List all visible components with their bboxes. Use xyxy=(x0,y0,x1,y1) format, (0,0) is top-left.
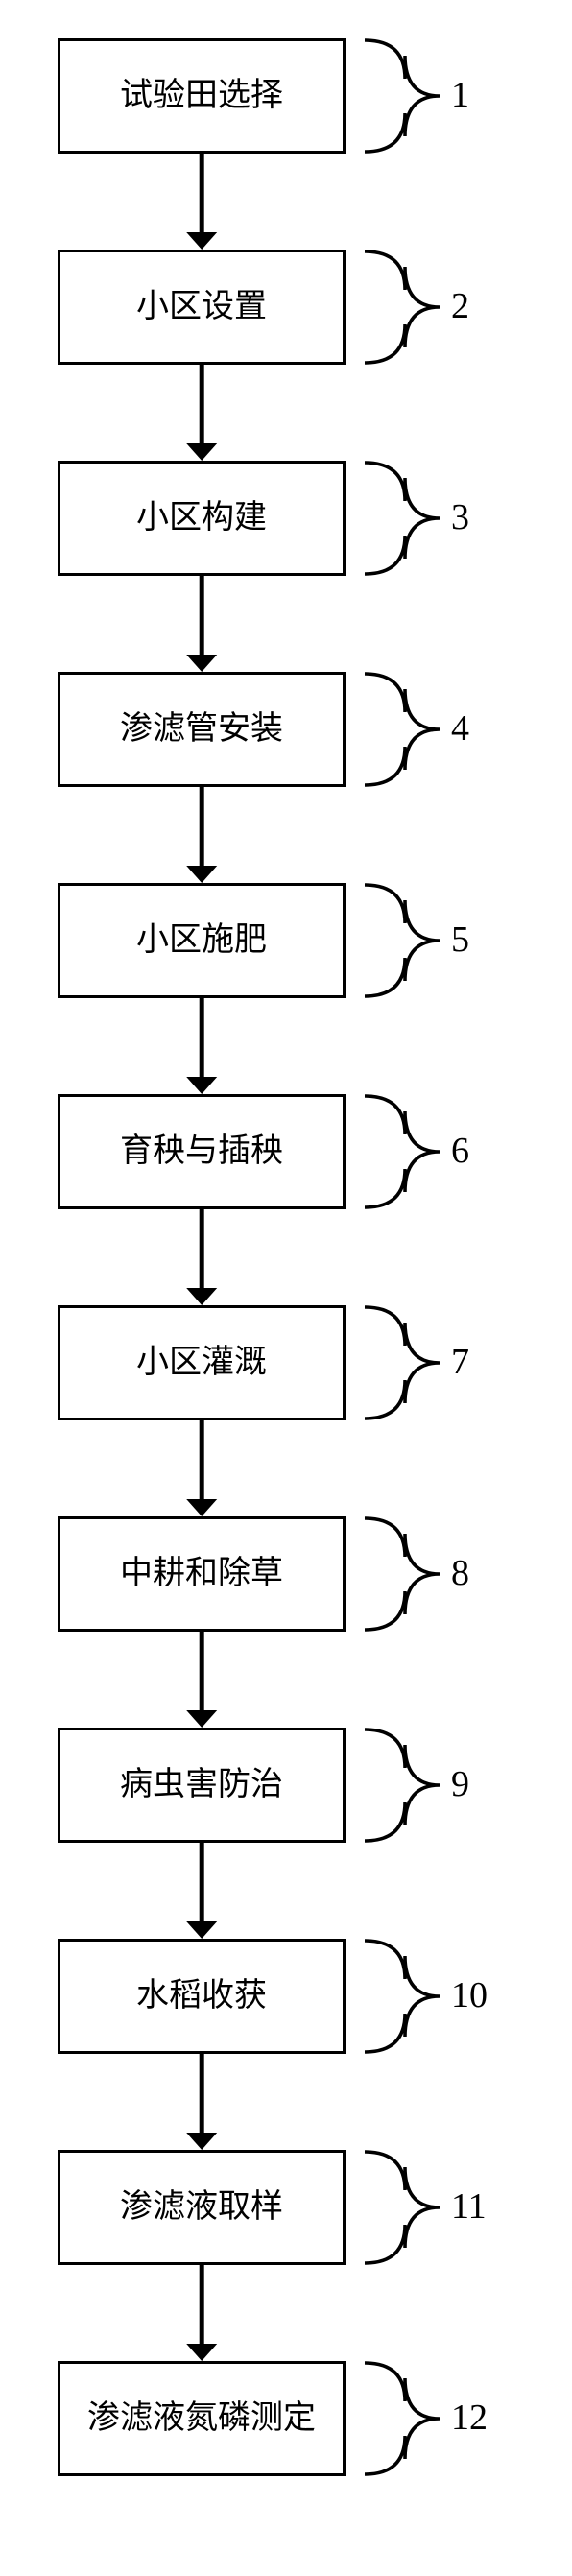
flowchart-node: 渗滤液氮磷测定 xyxy=(58,2361,346,2476)
flowchart-node-label: 渗滤管安装 xyxy=(120,710,283,750)
flowchart-node-label: 中耕和除草 xyxy=(120,1555,283,1594)
flowchart-node: 小区设置 xyxy=(58,250,346,365)
arrow-down-icon xyxy=(183,154,220,254)
brace-icon xyxy=(365,1939,443,2059)
arrow-down-icon xyxy=(183,2265,220,2366)
step-number: 1 xyxy=(451,74,469,116)
flowchart-node-label: 小区设置 xyxy=(136,288,267,327)
flowchart-node-label: 试验田选择 xyxy=(120,77,283,116)
brace-icon xyxy=(365,672,443,792)
arrow-down-icon xyxy=(183,365,220,465)
brace-icon xyxy=(365,1728,443,1848)
arrow-down-icon xyxy=(183,1420,220,1521)
flowchart-canvas: 试验田选择 1 小区设置 2 小区构建 3 渗滤管安装 4 小区施肥 5 育秧与… xyxy=(0,0,572,2576)
flowchart-node: 病虫害防治 xyxy=(58,1728,346,1843)
flowchart-node-label: 病虫害防治 xyxy=(120,1766,283,1805)
brace-icon xyxy=(365,883,443,1003)
flowchart-node: 渗滤液取样 xyxy=(58,2150,346,2265)
brace-icon xyxy=(365,1516,443,1636)
brace-icon xyxy=(365,250,443,370)
flowchart-node: 小区灌溉 xyxy=(58,1305,346,1420)
flowchart-node-label: 小区施肥 xyxy=(136,921,267,961)
flowchart-node-label: 育秧与插秧 xyxy=(120,1133,283,1172)
arrow-down-icon xyxy=(183,1843,220,1944)
step-number: 8 xyxy=(451,1552,469,1594)
flowchart-node: 渗滤管安装 xyxy=(58,672,346,787)
flowchart-node-label: 小区灌溉 xyxy=(136,1344,267,1383)
flowchart-node: 育秧与插秧 xyxy=(58,1094,346,1209)
flowchart-node: 试验田选择 xyxy=(58,38,346,154)
arrow-down-icon xyxy=(183,2054,220,2155)
step-number: 6 xyxy=(451,1130,469,1172)
flowchart-node-label: 渗滤液氮磷测定 xyxy=(87,2399,316,2439)
step-number: 12 xyxy=(451,2397,488,2439)
step-number: 7 xyxy=(451,1341,469,1383)
step-number: 4 xyxy=(451,707,469,750)
step-number: 3 xyxy=(451,496,469,538)
step-number: 5 xyxy=(451,918,469,961)
brace-icon xyxy=(365,1094,443,1214)
step-number: 2 xyxy=(451,285,469,327)
arrow-down-icon xyxy=(183,1209,220,1310)
flowchart-node: 小区施肥 xyxy=(58,883,346,998)
brace-icon xyxy=(365,2150,443,2270)
arrow-down-icon xyxy=(183,1632,220,1732)
brace-icon xyxy=(365,2361,443,2481)
flowchart-node: 小区构建 xyxy=(58,461,346,576)
flowchart-node: 水稻收获 xyxy=(58,1939,346,2054)
arrow-down-icon xyxy=(183,787,220,888)
arrow-down-icon xyxy=(183,998,220,1099)
brace-icon xyxy=(365,38,443,158)
step-number: 9 xyxy=(451,1763,469,1805)
brace-icon xyxy=(365,461,443,581)
arrow-down-icon xyxy=(183,576,220,677)
step-number: 10 xyxy=(451,1974,488,2016)
flowchart-node: 中耕和除草 xyxy=(58,1516,346,1632)
flowchart-node-label: 小区构建 xyxy=(136,499,267,538)
flowchart-node-label: 水稻收获 xyxy=(136,1977,267,2016)
flowchart-node-label: 渗滤液取样 xyxy=(120,2188,283,2228)
step-number: 11 xyxy=(451,2185,487,2228)
brace-icon xyxy=(365,1305,443,1425)
